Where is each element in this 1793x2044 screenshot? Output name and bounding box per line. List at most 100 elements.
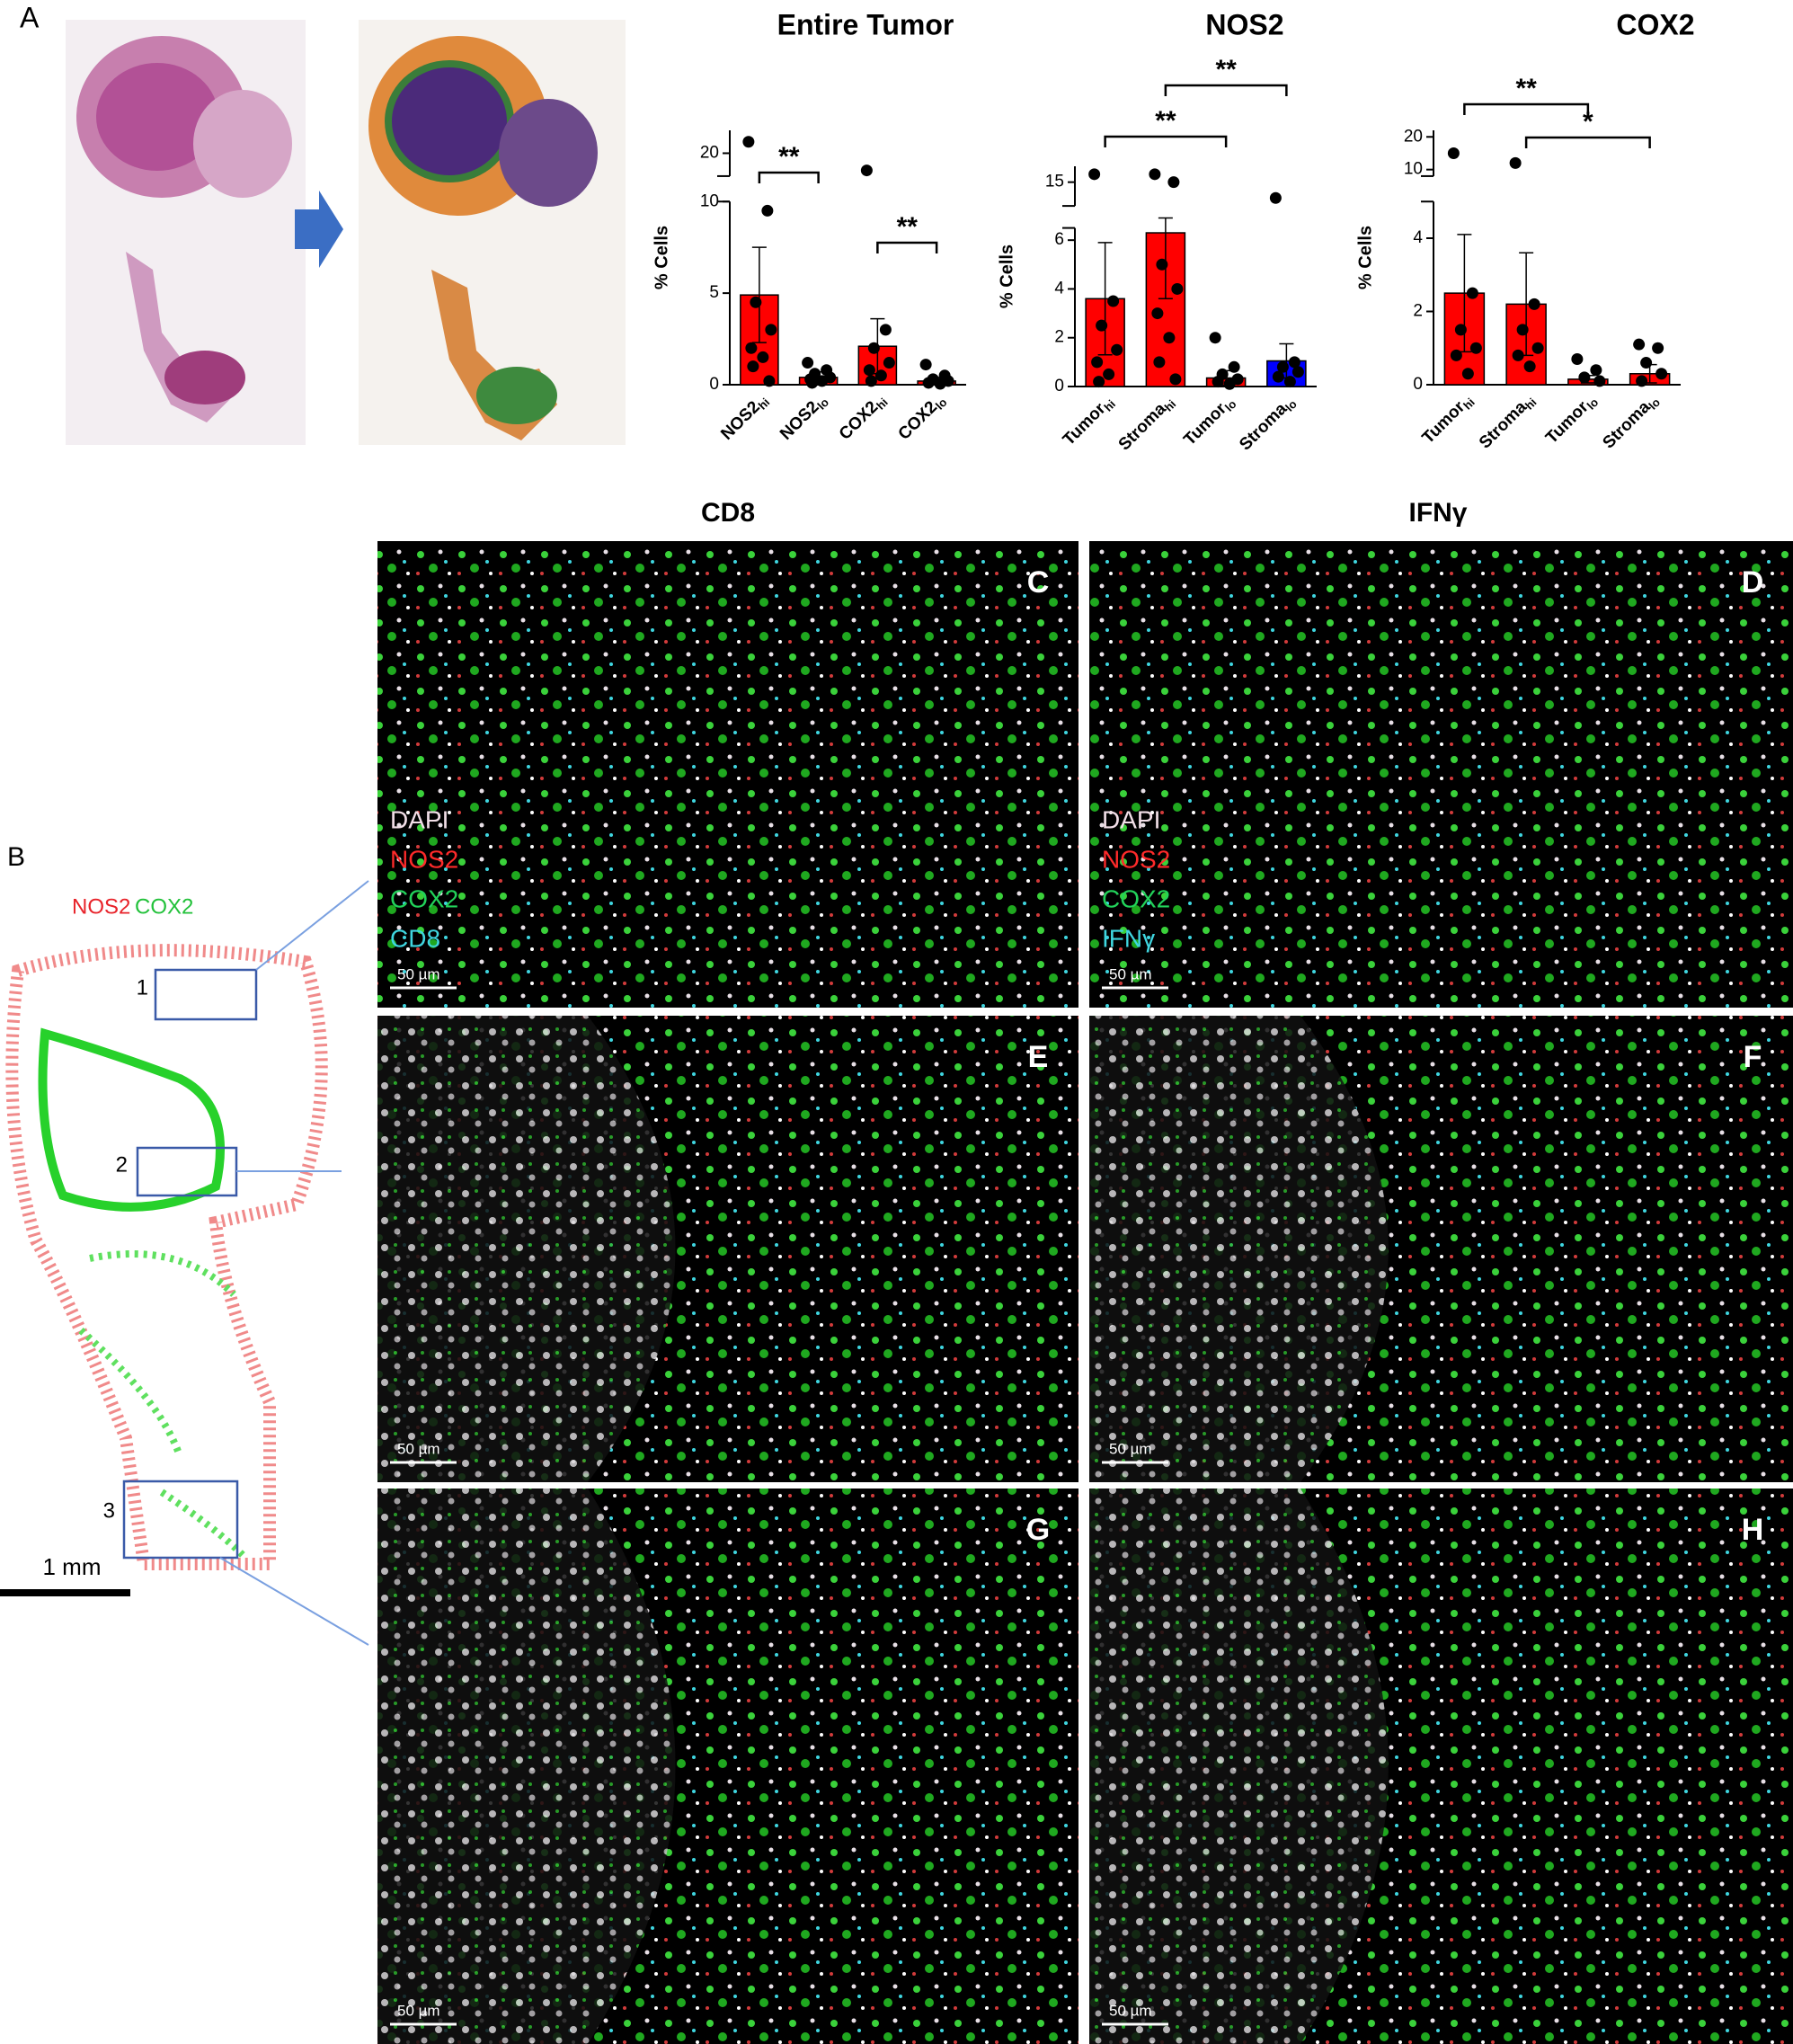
data-point [1269, 191, 1282, 204]
significance-bracket [1104, 135, 1228, 147]
data-point [1469, 342, 1482, 354]
data-point [867, 342, 880, 354]
scale-bar-label: 50 µm [397, 1440, 440, 1457]
significance-label: ** [1215, 55, 1237, 84]
data-point [922, 377, 935, 389]
micrograph [377, 541, 1078, 1008]
data-point [1223, 378, 1236, 390]
segmented-tissue [392, 67, 507, 175]
micrograph-region [377, 1489, 676, 2044]
arrow [295, 191, 343, 268]
category-name: Stroma [1599, 397, 1654, 452]
data-point [742, 136, 755, 148]
data-point [1509, 156, 1522, 169]
data-point [1454, 324, 1467, 336]
y-tick-label: 2 [1413, 302, 1423, 321]
data-point [1169, 373, 1182, 386]
data-point [1578, 371, 1591, 384]
data-point [747, 360, 759, 373]
cox2-region [38, 1027, 225, 1212]
data-point [860, 164, 873, 177]
panel-label: B [7, 842, 25, 872]
he-tissue [96, 63, 218, 171]
connector [255, 880, 369, 971]
scale-bar-label: 50 µm [1109, 2002, 1152, 2019]
data-point [1652, 342, 1664, 354]
channel-legend: NOS2 [1102, 845, 1170, 873]
data-point [1640, 357, 1653, 369]
legend-entry: COX2 [135, 894, 193, 919]
data-point [865, 375, 877, 387]
data-point [1512, 349, 1524, 361]
data-point [863, 364, 875, 377]
panel-letter: F [1744, 1040, 1762, 1074]
data-point [765, 324, 777, 336]
data-point [802, 357, 814, 369]
channel-legend: COX2 [1102, 884, 1170, 912]
segmented-tissue [499, 99, 598, 207]
data-point [1096, 319, 1108, 332]
scale-bar-label: 1 mm [43, 1553, 102, 1580]
he-tissue [164, 351, 245, 404]
scale-bar-label: 50 µm [397, 965, 440, 982]
data-point [1228, 360, 1240, 373]
data-point [1450, 349, 1462, 361]
region-box [154, 968, 258, 1021]
data-point [1288, 356, 1300, 369]
panel-letter: G [1026, 1513, 1050, 1547]
channel-legend: COX2 [390, 884, 458, 912]
x-tick-label: NOS2hi [717, 390, 772, 445]
scale-bar-label: 50 µm [1109, 965, 1152, 982]
significance-label: * [1583, 107, 1593, 137]
channel-legend: IFNγ [1102, 924, 1155, 952]
y-axis-label: % Cells [997, 244, 1016, 308]
micrograph-region [1089, 1489, 1389, 2044]
data-point [879, 324, 892, 336]
x-tick-label: Stromalo [1599, 390, 1663, 454]
x-tick-label: Stromahi [1476, 390, 1540, 454]
data-point [1528, 298, 1540, 310]
data-point [1209, 332, 1221, 344]
category-name: Stroma [1476, 397, 1531, 452]
panel-letter: C [1027, 565, 1050, 600]
y-tick-label: 2 [1054, 328, 1064, 347]
y-tick-label: 15 [1045, 173, 1064, 191]
data-point [1516, 324, 1529, 336]
y-tick-label: 0 [709, 375, 719, 394]
y-tick-label: 20 [700, 143, 719, 162]
panel-label: A [20, 1, 40, 33]
data-point [1283, 376, 1296, 388]
panel-letter: E [1028, 1040, 1049, 1074]
data-point [750, 296, 762, 308]
y-tick-label: 10 [700, 191, 719, 210]
data-point [1167, 176, 1180, 189]
data-point [763, 375, 776, 387]
data-point [1571, 352, 1584, 365]
region-label: 2 [116, 1152, 128, 1177]
category-name: Stroma [1115, 399, 1170, 454]
y-tick-label: 0 [1054, 377, 1064, 395]
data-point [1636, 375, 1648, 387]
panel-letter: H [1742, 1513, 1764, 1547]
y-tick-label: 4 [1054, 279, 1064, 298]
y-tick-label: 0 [1413, 375, 1423, 394]
column-title: CD8 [701, 498, 755, 528]
data-point [1633, 338, 1646, 351]
data-point [806, 377, 819, 389]
y-axis-label: % Cells [1355, 226, 1375, 289]
data-point [745, 342, 758, 354]
data-point [1291, 366, 1304, 378]
significance-label: ** [1155, 106, 1176, 136]
data-point [757, 351, 769, 363]
data-point [1153, 356, 1166, 369]
data-point [1276, 360, 1289, 373]
he-tissue [193, 90, 292, 198]
micrograph-region [1089, 1016, 1389, 1482]
data-point [1531, 342, 1544, 354]
data-point [1149, 168, 1161, 181]
data-point [816, 375, 829, 387]
y-tick-label: 6 [1054, 230, 1064, 249]
x-tick-label: Tumorlo [1542, 390, 1602, 449]
significance-label: ** [778, 142, 800, 172]
x-tick-label: Stromahi [1115, 392, 1179, 456]
